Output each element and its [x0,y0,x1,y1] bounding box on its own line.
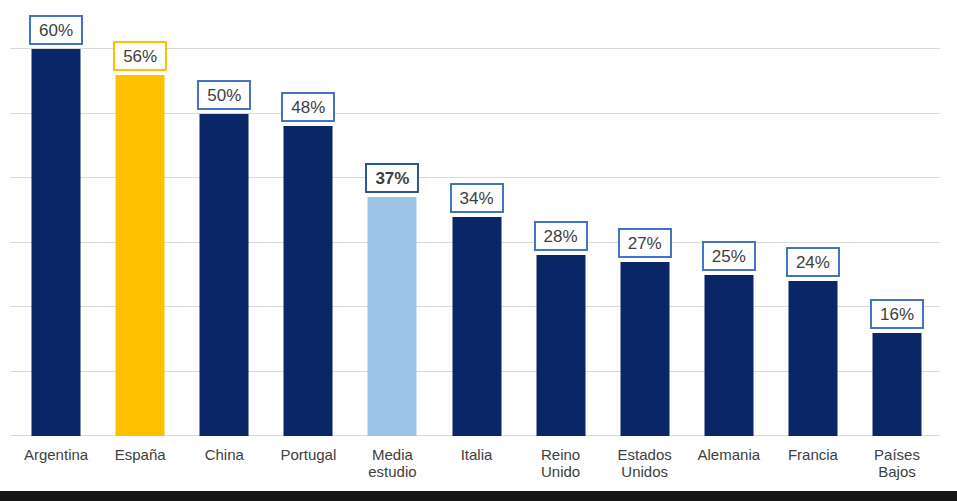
data-label: 24% [786,247,840,277]
data-label: 25% [702,241,756,271]
bar-slot: 48% [266,49,350,436]
category-label: Francia [771,446,855,481]
bar-slot: 25% [687,49,771,436]
bar-slot: 28% [519,49,603,436]
bars-layer: 60%56% 50% 48% 37% 34% 28% 27% 25% 24% 16% [14,49,939,436]
data-label: 27% [618,228,672,258]
bar [452,217,501,436]
bar [620,262,669,436]
category-label: Estados Unidos [603,446,687,481]
bar-slot: 50% [182,49,266,436]
data-label: 60% [29,15,83,45]
category-label: Portugal [266,446,350,481]
bar [872,333,921,436]
bar-slot: 24% [771,49,855,436]
bar [116,75,165,436]
category-label: Reino Unido [519,446,603,481]
bar [284,126,333,436]
category-label: Alemania [687,446,771,481]
bar [200,114,249,437]
bar-slot: 27% [603,49,687,436]
category-label: Argentina [14,446,98,481]
category-label: Países Bajos [855,446,939,481]
data-label: 48% [281,92,335,122]
bar [32,49,81,436]
bottom-border-strip [0,491,957,501]
data-label: 16% [870,299,924,329]
bar-slot: 60% [14,49,98,436]
x-axis-labels: ArgentinaEspañaChinaPortugalMedia estudi… [14,446,939,481]
bar-chart: 60%56%50%48%37%34%28%27%25%24%16% Argent… [0,0,957,501]
data-label: 56% [113,41,167,71]
bar [788,281,837,436]
category-label: China [182,446,266,481]
bar-slot: 34% [434,49,518,436]
data-label: 50% [197,80,251,110]
bar-slot: 16% [855,49,939,436]
bar-slot: 56% [98,49,182,436]
data-label: 34% [450,183,504,213]
category-label: Media estudio [350,446,434,481]
category-label: Italia [434,446,518,481]
bar-slot: 37% [350,49,434,436]
bar [704,275,753,436]
bar [536,255,585,436]
data-label: 37% [365,163,419,193]
data-label: 28% [534,221,588,251]
category-label: España [98,446,182,481]
bar [368,197,417,436]
